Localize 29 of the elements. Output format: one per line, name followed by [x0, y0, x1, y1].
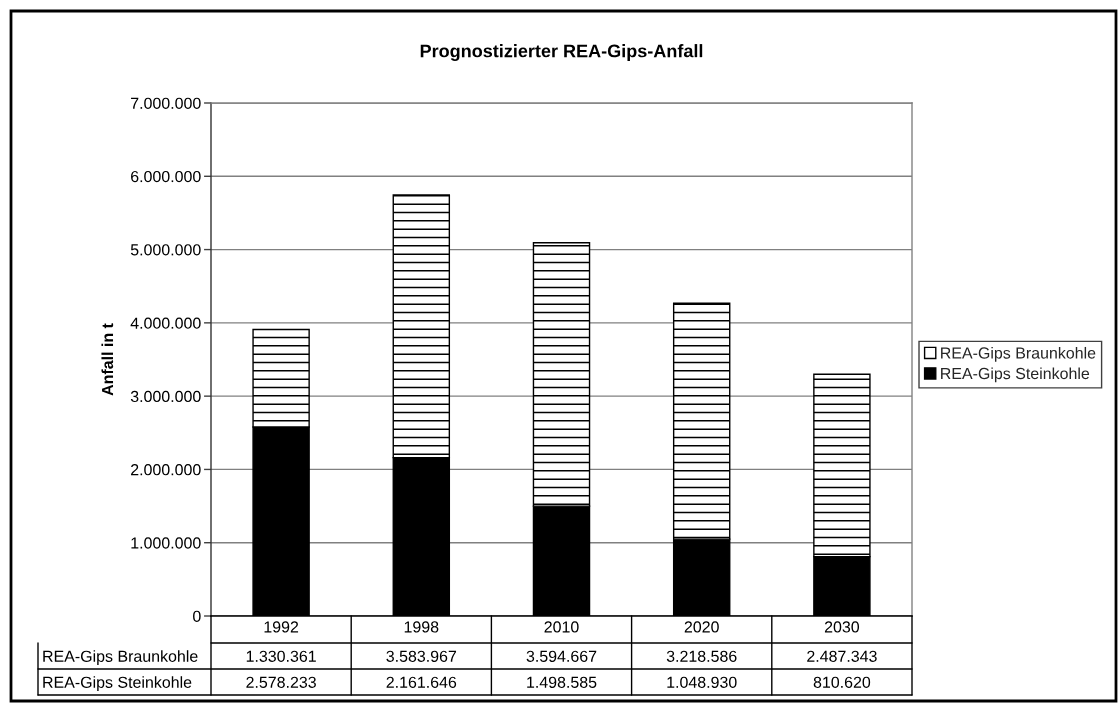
- x-tick-label: 2010: [544, 621, 579, 633]
- y-axis-title: Anfall in t: [101, 323, 114, 396]
- data-label: 3.583.967: [386, 650, 457, 662]
- legend-label: REA-Gips Braunkohle: [941, 346, 1096, 362]
- y-tick-label: 2.000.000: [131, 464, 201, 476]
- y-tick-label: 5.000.000: [130, 244, 201, 256]
- data-label: 2.578.233: [246, 676, 316, 688]
- y-tick-label: 6.000.000: [131, 170, 201, 183]
- x-tick-label: 2020: [684, 621, 719, 633]
- y-tick-label: 1.000.000: [131, 537, 201, 549]
- data-label: 2.161.646: [386, 676, 457, 688]
- y-tick-label: 4.000.000: [130, 317, 201, 329]
- x-tick-label: 1998: [404, 621, 439, 633]
- data-label: 2.487.343: [807, 650, 877, 662]
- text: REA-Gips Steinkohle: [43, 676, 192, 692]
- data-label: 3.594.667: [526, 650, 597, 662]
- y-tick-label: 7.000.000: [131, 97, 201, 109]
- data-label: 810.620: [813, 676, 871, 688]
- y-tick-label: 0: [193, 610, 201, 622]
- data-label: 1.048.930: [667, 676, 737, 688]
- x-tick-label: 2030: [824, 621, 860, 633]
- chart-title: Prognostizierter REA-Gips-Anfall: [420, 44, 703, 61]
- legend-label: REA-Gips Steinkohle: [941, 367, 1090, 383]
- x-tick-label: 1992: [264, 621, 299, 633]
- y-tick-label: 3.000.000: [130, 390, 201, 403]
- text: REA-Gips Braunkohle: [43, 650, 198, 666]
- data-label: 3.218.586: [666, 650, 737, 662]
- data-label: 1.498.585: [527, 676, 597, 688]
- data-label: 1.330.361: [246, 650, 316, 662]
